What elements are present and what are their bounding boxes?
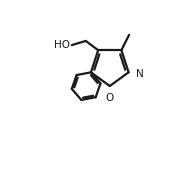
Text: O: O	[106, 93, 114, 103]
Text: HO: HO	[54, 40, 70, 50]
Text: N: N	[136, 69, 144, 79]
